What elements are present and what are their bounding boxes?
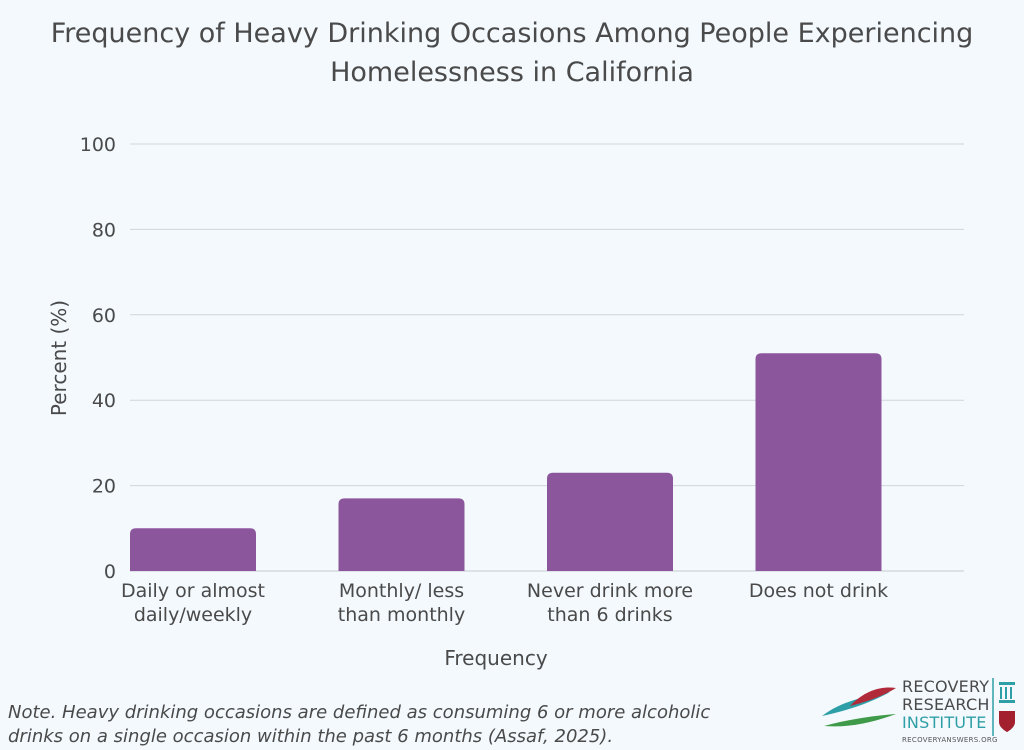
footnote: Note. Heavy drinking occasions are defin… — [8, 701, 768, 749]
y-tick-label: 40 — [92, 390, 116, 412]
y-tick-label: 100 — [80, 134, 116, 156]
logo-url: RECOVERYANSWERS.ORG — [902, 736, 998, 744]
y-tick-label: 80 — [92, 219, 116, 241]
y-axis-label: Percent (%) — [47, 300, 71, 416]
chart-title-line-1: Frequency of Heavy Drinking Occasions Am… — [50, 18, 974, 49]
logo-line-1: RECOVERY — [902, 677, 990, 696]
x-tick-label: Monthly/ less — [339, 580, 464, 602]
recovery-research-institute-logo: RECOVERY RESEARCH INSTITUTE RECOVERYANSW… — [820, 676, 1020, 748]
logo-line-2: RESEARCH — [902, 695, 990, 714]
chart-title-line-2: Homelessness in California — [330, 57, 694, 88]
y-axis-ticks: 0 20 40 60 80 100 — [80, 134, 116, 583]
logo-text: RECOVERY RESEARCH INSTITUTE — [902, 678, 990, 732]
y-tick-label: 60 — [92, 305, 116, 327]
institution-shield-icon — [992, 678, 1015, 736]
bar — [755, 353, 882, 571]
x-tick-label: Never drink more — [527, 580, 693, 602]
x-tick-label: than 6 drinks — [547, 604, 672, 626]
x-tick-label: Does not drink — [749, 580, 888, 602]
bar — [338, 498, 465, 571]
x-axis-label: Frequency — [444, 646, 547, 670]
chart-title: Frequency of Heavy Drinking Occasions Am… — [0, 14, 1024, 92]
x-tick-label: than monthly — [338, 604, 465, 626]
bar — [547, 472, 673, 571]
x-tick-label: Daily or almost — [121, 580, 265, 602]
y-tick-label: 0 — [104, 561, 116, 583]
wave-logo-icon — [822, 687, 896, 727]
logo-line-3: INSTITUTE — [902, 713, 987, 732]
footnote-line-1: Note. Heavy drinking occasions are defin… — [8, 702, 711, 723]
y-tick-label: 20 — [92, 476, 116, 498]
bar-chart: 0 20 40 60 80 100 Daily or almostdaily/weekly… — [47, 134, 964, 670]
x-tick-label: daily/weekly — [134, 604, 252, 626]
footnote-line-2: drinks on a single occasion within the p… — [8, 726, 614, 747]
bars — [130, 353, 882, 571]
bar — [130, 528, 256, 571]
